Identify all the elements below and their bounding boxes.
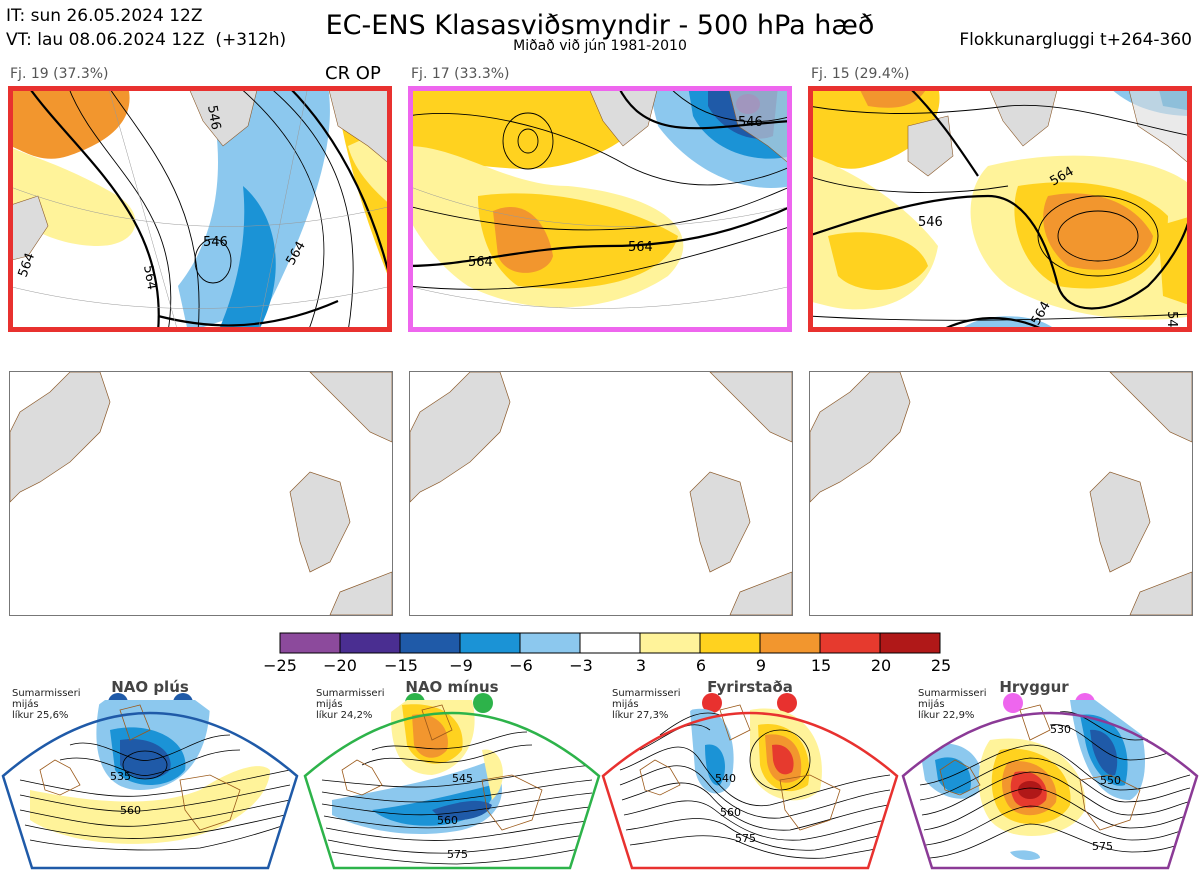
regime-contour-label: 560 bbox=[120, 804, 141, 817]
panel-2-label: Fj. 17 (33.3%) bbox=[411, 66, 510, 82]
regime-contour-label: 530 bbox=[1050, 723, 1071, 736]
regime-contour-label: 575 bbox=[735, 832, 756, 845]
colorbar-segment bbox=[579, 632, 641, 654]
colorbar-segment bbox=[339, 632, 401, 654]
contour-label: 546 bbox=[918, 215, 943, 230]
colorbar-segment bbox=[459, 632, 521, 654]
regime-title: NAO mínus bbox=[405, 678, 499, 696]
regime-contour-label: 535 bbox=[110, 770, 131, 783]
colorbar-segment bbox=[759, 632, 821, 654]
contour-label: 564 bbox=[140, 264, 159, 291]
colorbar-tick: 6 bbox=[695, 656, 707, 675]
colorbar-tick: 20 bbox=[870, 656, 892, 675]
colorbar bbox=[279, 632, 941, 654]
contour-label: 546 bbox=[204, 104, 223, 131]
colorbar-segment bbox=[879, 632, 941, 654]
colorbar-segment bbox=[399, 632, 461, 654]
regime-contour-label: 575 bbox=[447, 848, 468, 861]
panel-1-tag: CR OP bbox=[325, 63, 381, 84]
regime-title: Fyrirstaða bbox=[707, 678, 793, 696]
cluster-border bbox=[408, 86, 792, 332]
regime-title: NAO plús bbox=[111, 678, 189, 696]
colorbar-tick: −6 bbox=[509, 656, 533, 675]
empty-map-2 bbox=[409, 371, 793, 616]
regime-contour-label: 560 bbox=[720, 806, 741, 819]
regime-map: 540 560 575 bbox=[601, 704, 899, 870]
colorbar-tick: −20 bbox=[323, 656, 357, 675]
cluster-map-2: 546 564 564 bbox=[408, 86, 792, 332]
colorbar-segment bbox=[279, 632, 341, 654]
regime-contour-label: 540 bbox=[715, 772, 736, 785]
colorbar-tick: 3 bbox=[635, 656, 647, 675]
page-subtitle: Miðað við jún 1981-2010 bbox=[513, 38, 687, 54]
regime-title: Hryggur bbox=[999, 678, 1069, 696]
colorbar-tick: 9 bbox=[755, 656, 767, 675]
regime-map: 535 560 bbox=[1, 700, 299, 870]
colorbar-segment bbox=[639, 632, 701, 654]
contour-label: 564 bbox=[468, 255, 493, 270]
colorbar-tick: −15 bbox=[384, 656, 418, 675]
regime-note: Sumarmisseri mijás líkur 25,6% bbox=[12, 688, 81, 721]
colorbar-tick: −9 bbox=[449, 656, 473, 675]
regime-note: Sumarmisseri mijás líkur 22,9% bbox=[918, 688, 987, 721]
contour-label: 564 bbox=[628, 240, 653, 255]
colorbar-segment bbox=[699, 632, 761, 654]
contour-label: 546 bbox=[1164, 311, 1179, 332]
initial-time: IT: sun 26.05.2024 12Z bbox=[6, 6, 203, 26]
colorbar-tick: 15 bbox=[810, 656, 832, 675]
header-info: IT: sun 26.05.2024 12Z VT: lau 08.06.202… bbox=[6, 4, 286, 52]
regime-contour-label: 550 bbox=[1100, 774, 1121, 787]
contour-label: 546 bbox=[738, 115, 763, 130]
colorbar-segment bbox=[519, 632, 581, 654]
cluster-map-3: 546 564 546 564 bbox=[808, 86, 1192, 332]
cluster-border bbox=[8, 86, 392, 332]
panel-1-label: Fj. 19 (37.3%) bbox=[10, 66, 109, 82]
colorbar-tick: −25 bbox=[263, 656, 297, 675]
panel-3-label: Fj. 15 (29.4%) bbox=[811, 66, 910, 82]
empty-map-3 bbox=[809, 371, 1193, 616]
colorbar-tick: −3 bbox=[569, 656, 593, 675]
classification-window: Flokkunargluggi t+264-360 bbox=[959, 30, 1192, 50]
regime-contour-label: 560 bbox=[437, 814, 458, 827]
cluster-map-1: 564 546 546 564 564 bbox=[8, 86, 392, 332]
regime-contour-label: 575 bbox=[1092, 840, 1113, 853]
regime-marker-dot bbox=[702, 693, 722, 713]
empty-map-1 bbox=[9, 371, 393, 616]
page-title: EC-ENS Klasasviðsmyndir - 500 hPa hæð bbox=[325, 10, 875, 41]
regime-map: 545 560 575 bbox=[303, 700, 601, 870]
cluster-border bbox=[808, 86, 1192, 332]
contour-label: 546 bbox=[203, 235, 228, 250]
valid-time: VT: lau 08.06.2024 12Z (+312h) bbox=[6, 30, 287, 50]
regime-note: Sumarmisseri mijás líkur 27,3% bbox=[612, 688, 681, 721]
regime-note: Sumarmisseri mijás líkur 24,2% bbox=[316, 688, 385, 721]
regime-marker-dot bbox=[473, 693, 493, 713]
regime-map: 530 550 575 bbox=[901, 700, 1199, 870]
regime-contour-label: 545 bbox=[452, 772, 473, 785]
regime-marker-dot bbox=[777, 693, 797, 713]
colorbar-segment bbox=[819, 632, 881, 654]
colorbar-tick: 25 bbox=[930, 656, 952, 675]
regime-marker-dot bbox=[1003, 693, 1023, 713]
